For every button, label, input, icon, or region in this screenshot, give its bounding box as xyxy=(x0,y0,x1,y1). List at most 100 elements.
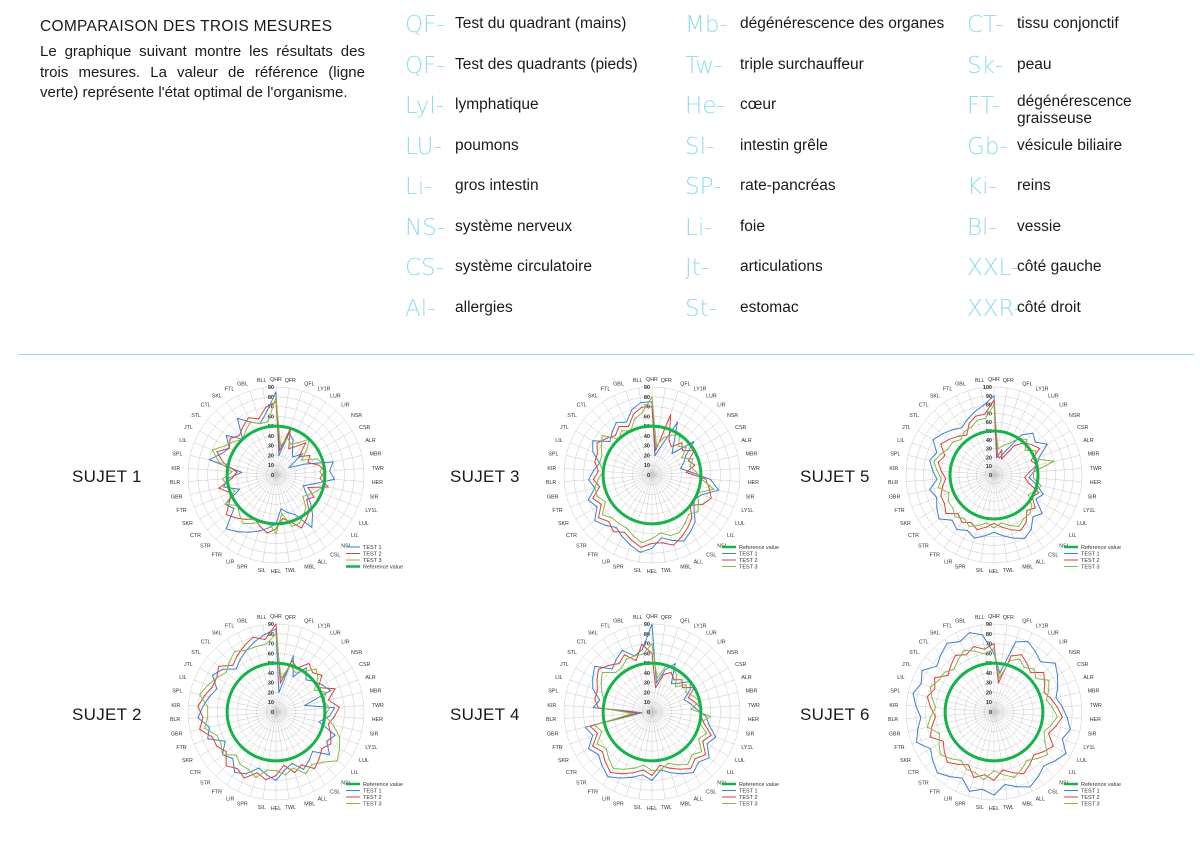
axis-label: SIL xyxy=(258,805,266,811)
axis-label: LIL xyxy=(179,675,186,681)
axis-label: KIR xyxy=(171,466,180,472)
tick-label: 0 xyxy=(647,473,650,479)
grid-spoke xyxy=(262,474,277,563)
axis-label: ALL xyxy=(318,559,327,565)
grid-spoke xyxy=(651,711,679,797)
grid-spoke xyxy=(564,468,653,476)
reference-circle xyxy=(225,661,327,763)
subject-1-label: SUJET 1 xyxy=(72,467,142,486)
glossary-meaning: peau xyxy=(1017,55,1052,73)
grid-spoke xyxy=(207,474,277,531)
legend-label: TEST 2 xyxy=(739,558,758,564)
axis-label: JTL xyxy=(560,662,569,668)
axis-label: GBL xyxy=(237,381,248,387)
grid-spoke xyxy=(275,711,337,777)
legend-label: TEST 3 xyxy=(1081,802,1100,808)
axis-label: TWR xyxy=(372,466,384,472)
legend-label: Reference value xyxy=(363,782,403,788)
grid-spoke xyxy=(564,474,653,482)
glossary-abbr: Li- xyxy=(685,214,713,241)
axis-label: SKL xyxy=(930,631,940,637)
glossary-abbr: QF- xyxy=(405,52,445,79)
axis-label: SKL xyxy=(588,394,598,400)
axis-label: GBL xyxy=(955,618,966,624)
axis-label: NSR xyxy=(1069,650,1080,656)
axis-label: FTR xyxy=(588,552,598,558)
axis-label: LIL xyxy=(351,533,358,539)
axis-label: LY1L xyxy=(1083,508,1095,514)
axis-label: NSL xyxy=(341,543,351,549)
axis-label: CSL xyxy=(1048,789,1058,795)
series-line-test-1 xyxy=(197,628,336,781)
grid-spoke xyxy=(933,711,995,777)
grid-spoke xyxy=(275,711,345,768)
axis-label: ALL xyxy=(694,796,703,802)
glossary-meaning: gros intestin xyxy=(455,177,539,194)
grid-spoke xyxy=(651,402,702,476)
axis-label: STR xyxy=(576,543,587,549)
grid-spoke xyxy=(275,711,303,797)
axis-label: TWL xyxy=(285,568,296,574)
axis-label: CTL xyxy=(577,640,587,646)
axis-label: ALR xyxy=(365,675,375,681)
axis-label: SPR xyxy=(613,802,624,808)
legend-label: TEST 2 xyxy=(1081,558,1100,564)
tick-label: 70 xyxy=(644,642,650,648)
glossary-abbr: Ki- xyxy=(967,174,997,200)
axis-label: LIL xyxy=(897,675,904,681)
grid-spoke xyxy=(275,692,362,713)
grid-spoke xyxy=(993,711,1021,797)
grid-spoke xyxy=(980,624,995,713)
grid-spoke xyxy=(993,711,1055,777)
grid-spoke xyxy=(566,474,653,495)
axis-label: FTL xyxy=(225,387,234,393)
axis-label: FTL xyxy=(225,624,234,630)
axis-label: SKL xyxy=(212,394,222,400)
grid-spoke xyxy=(262,387,277,476)
grid-spoke xyxy=(993,692,1080,713)
tick-label: 0 xyxy=(989,710,992,716)
grid-spoke xyxy=(275,711,315,792)
axis-label: MBR xyxy=(370,452,382,458)
grid-spoke xyxy=(275,711,326,785)
grid-spoke xyxy=(638,624,653,713)
axis-label: NSR xyxy=(351,413,362,419)
series-line-test-3 xyxy=(199,633,341,778)
axis-label: LIR xyxy=(944,796,952,802)
axis-label: QFL xyxy=(304,618,314,624)
axis-label: LUR xyxy=(706,394,717,400)
axis-label: QHR xyxy=(646,614,658,620)
legend-label: Reference value xyxy=(1081,782,1121,788)
grid-spoke xyxy=(275,474,326,548)
grid-spoke xyxy=(980,711,995,800)
glossary-abbr: Al- xyxy=(405,295,436,322)
axis-label: FTR xyxy=(212,789,222,795)
axis-label: STL xyxy=(191,650,201,656)
axis-label: QHR xyxy=(646,377,658,383)
intro-title: COMPARAISON DES TROIS MESURES xyxy=(40,18,333,35)
grid-spoke xyxy=(993,711,1071,757)
series-line-test-3 xyxy=(926,647,1058,781)
tick-label: 60 xyxy=(644,651,650,657)
legend-label: TEST 3 xyxy=(1081,565,1100,571)
grid-spoke xyxy=(911,711,995,745)
glossary-meaning: vésicule biliaire xyxy=(1017,136,1123,154)
tick-label: 30 xyxy=(268,444,274,450)
grid-spoke xyxy=(993,632,1033,713)
axis-label: LUL xyxy=(359,521,369,527)
axis-label: SPL xyxy=(172,689,182,695)
axis-label: STR xyxy=(576,780,587,786)
tick-label: 0 xyxy=(989,473,992,479)
glossary-meaning: intestin grêle xyxy=(740,136,828,154)
glossary-abbr: Bl- xyxy=(967,214,997,241)
series-line-test-2 xyxy=(216,401,329,534)
grid-spoke xyxy=(993,624,1008,713)
axis-label: HER xyxy=(1090,717,1101,723)
grid-spoke xyxy=(275,711,359,745)
axis-label: BLR xyxy=(170,480,180,486)
grid-spoke xyxy=(275,627,303,713)
tick-label: 80 xyxy=(644,395,650,401)
tick-label: 30 xyxy=(986,447,992,453)
grid-spoke xyxy=(625,711,653,797)
grid-spoke xyxy=(651,711,691,792)
